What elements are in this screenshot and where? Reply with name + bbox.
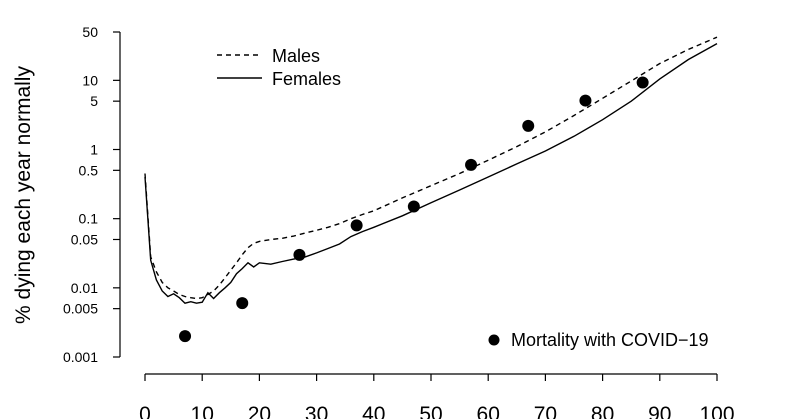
- y-tick-label: 0.1: [79, 211, 99, 227]
- covid-point: [236, 297, 249, 310]
- legend-label-covid: Mortality with COVID−19: [511, 330, 709, 350]
- legend-swatch-covid: [488, 334, 500, 346]
- y-tick-label: 5: [90, 93, 98, 109]
- y-tick-label: 0.05: [71, 231, 98, 247]
- x-tick-label: 0: [139, 403, 151, 419]
- legend-bottom: Mortality with COVID−19: [488, 330, 709, 350]
- x-tick-label: 30: [305, 403, 328, 419]
- covid-point: [293, 248, 306, 261]
- y-axis-ticks: 0.001 0.005 0.01 0.05 0.1 0.5 1 5 10 50: [63, 24, 120, 365]
- covid-point: [636, 76, 649, 89]
- series-line-males: [144, 36, 718, 300]
- y-tick-label: 0.01: [71, 280, 98, 296]
- covid-point: [179, 330, 192, 343]
- legend-label-females: Females: [272, 69, 341, 89]
- x-tick-label: 60: [477, 403, 500, 419]
- y-tick-label: 0.5: [79, 162, 99, 178]
- x-tick-label: 90: [648, 403, 671, 419]
- y-tick-label: 0.001: [63, 349, 98, 365]
- covid-points: [179, 76, 649, 343]
- x-tick-label: 70: [534, 403, 557, 419]
- y-axis-label: % dying each year normally: [12, 66, 35, 324]
- legend-top: Males Females: [217, 46, 341, 89]
- y-tick-label: 0.005: [63, 301, 98, 317]
- covid-point: [465, 158, 478, 171]
- series-line-females: [144, 42, 718, 304]
- x-tick-label: 50: [419, 403, 442, 419]
- covid-point: [407, 200, 420, 213]
- covid-point: [350, 219, 363, 232]
- x-tick-label: 100: [699, 403, 734, 419]
- y-tick-label: 1: [90, 142, 98, 158]
- y-tick-label: 10: [82, 72, 98, 88]
- x-tick-label: 20: [248, 403, 271, 419]
- x-tick-label: 80: [591, 403, 614, 419]
- legend-label-males: Males: [272, 46, 320, 66]
- x-tick-label: 10: [191, 403, 214, 419]
- covid-point: [522, 119, 535, 132]
- x-axis-ticks: 0 10 20 30 40 50 60 70 80 90 100: [139, 374, 735, 419]
- y-tick-label: 50: [82, 24, 98, 40]
- covid-point: [579, 94, 592, 107]
- x-tick-label: 40: [362, 403, 385, 419]
